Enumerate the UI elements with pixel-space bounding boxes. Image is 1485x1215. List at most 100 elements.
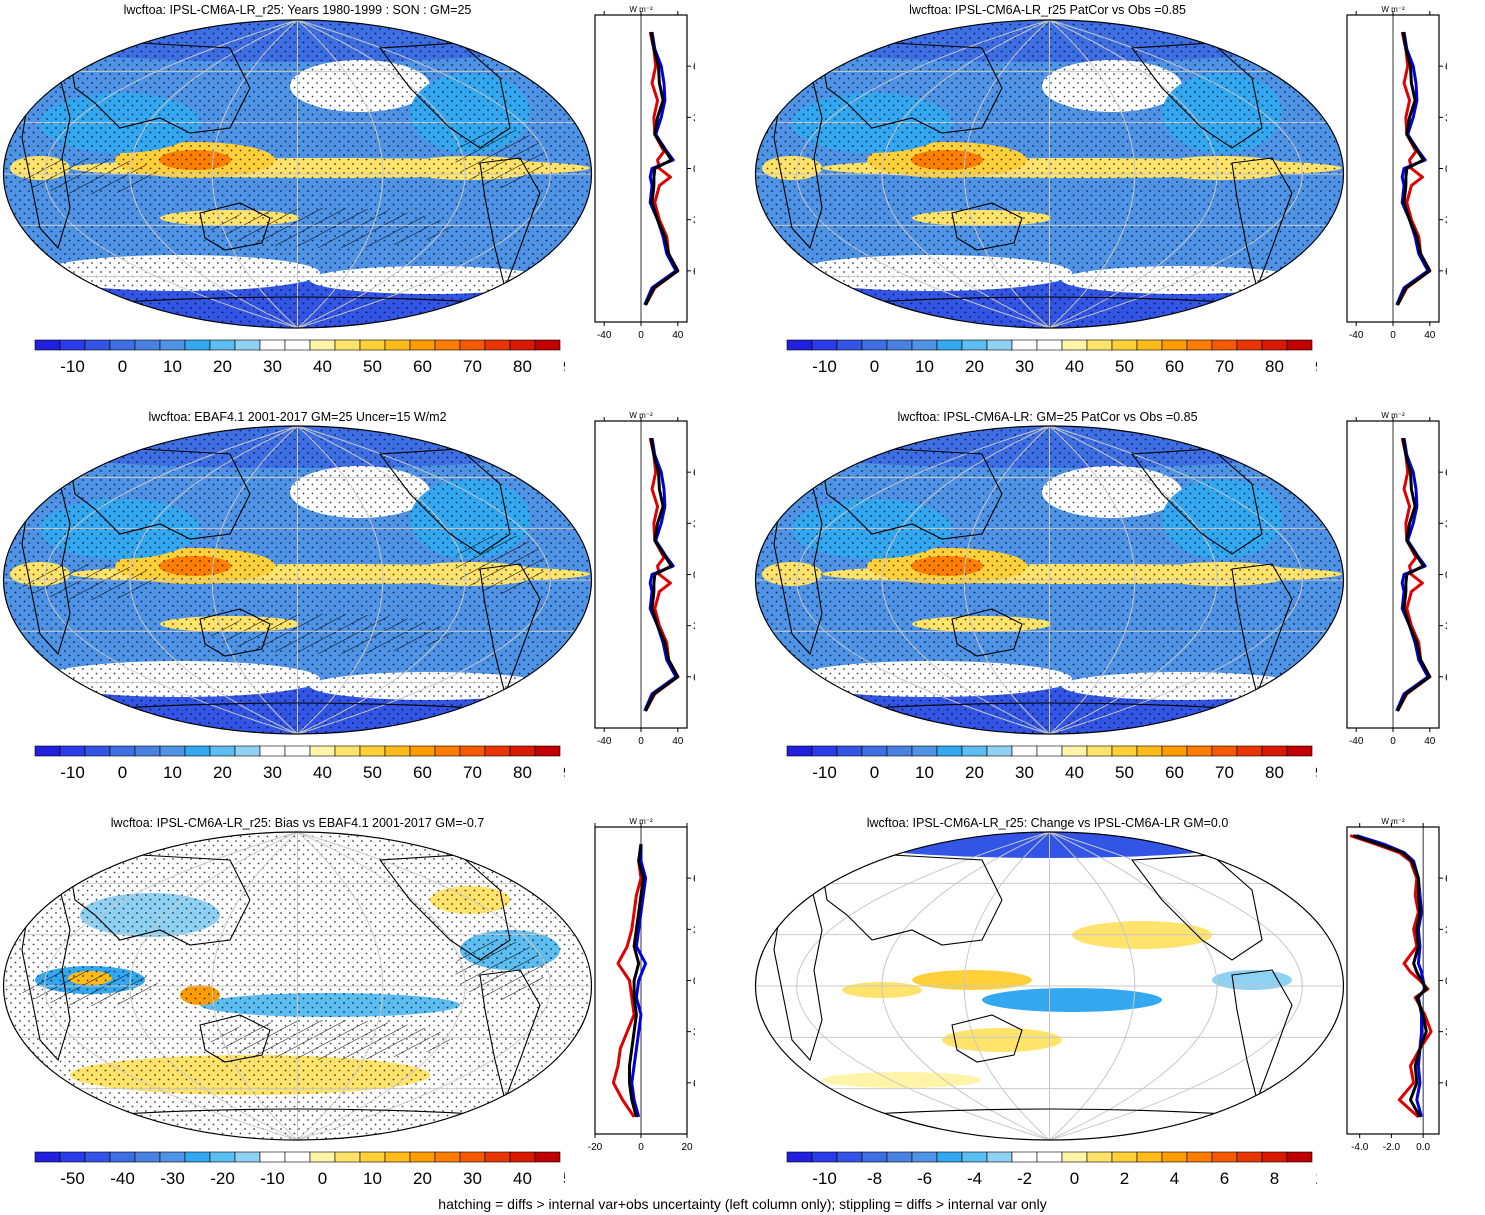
- profile-x-tick-label: -2.0: [1383, 1142, 1401, 1153]
- graticule-meridian: [297, 426, 384, 734]
- map-outline: [2, 831, 593, 1141]
- graticule-meridian: [44, 20, 298, 328]
- colorbar-tick-label: 10: [1315, 1169, 1317, 1188]
- colorbar-swatch: [484, 339, 511, 351]
- colorbar-swatch: [59, 1151, 86, 1163]
- profile-y-tick-label: 60N: [1445, 467, 1447, 479]
- colorbar-swatch: [1186, 339, 1213, 351]
- colorbar-swatch: [109, 339, 136, 351]
- coast-eurasia: [821, 448, 1003, 540]
- colorbar-swatch: [911, 745, 938, 757]
- colorbar-swatch: [384, 1151, 411, 1163]
- coast-australia: [199, 608, 271, 657]
- graticule: [755, 832, 1344, 1140]
- graticule-meridian: [1049, 426, 1136, 734]
- colorbar-swatch: [1186, 745, 1213, 757]
- colorbar-swatch: [911, 339, 938, 351]
- profile-y-tick-label: 30N: [693, 518, 695, 530]
- colorbar-swatch: [109, 1151, 136, 1163]
- graticule-meridian: [796, 20, 1050, 328]
- colorbar-swatch: [209, 745, 236, 757]
- colorbar-tick-label: 70: [1215, 357, 1234, 376]
- hatching-region: [210, 208, 450, 248]
- panel-5-zonal-profile: W m⁻² -20 0 20 60N 30N 0 30S 60S: [588, 817, 695, 1153]
- profile-units: W m⁻²: [1381, 817, 1405, 826]
- colorbar-swatch: [234, 1151, 261, 1163]
- hatching-region: [20, 970, 160, 1006]
- change-southern: [822, 1072, 982, 1088]
- colorbar-swatch: [1211, 1151, 1238, 1163]
- map-outline: [754, 425, 1345, 735]
- map-outline: [2, 19, 593, 329]
- colorbar-swatch: [459, 745, 486, 757]
- colorbar-swatch: [309, 339, 336, 351]
- panel-6-title: lwcftoa: IPSL-CM6A-LR_r25: Change vs IPS…: [866, 816, 1229, 830]
- profile-x-tick-label: 40: [672, 330, 684, 341]
- colorbar-tick-label: -10: [812, 763, 837, 782]
- graticule-meridian: [297, 426, 551, 734]
- colorbar-swatch: [59, 339, 86, 351]
- colorbar-swatch: [811, 339, 838, 351]
- colorbar-swatch: [84, 339, 111, 351]
- colorbar-swatch: [886, 1151, 913, 1163]
- colorbar-swatch: [836, 1151, 863, 1163]
- colorbar-swatch: [1036, 745, 1063, 757]
- coast-africa: [21, 77, 71, 250]
- colorbar-tick-label: 90: [563, 357, 565, 376]
- colorbar-swatch: [961, 339, 988, 351]
- colorbar-tick-label: 50: [1115, 357, 1134, 376]
- change-australia: [942, 1028, 1062, 1052]
- colorbar-tick-label: 60: [413, 357, 432, 376]
- graticule: [3, 20, 592, 328]
- panel-4-title: lwcftoa: IPSL-CM6A-LR: GM=25 PatCor vs O…: [897, 410, 1198, 424]
- graticule-meridian: [297, 20, 384, 328]
- colorbar-swatch: [34, 1151, 61, 1163]
- colorbar-swatch: [284, 745, 311, 757]
- colorbar-swatch: [109, 745, 136, 757]
- profile-y-tick-label: 60N: [1445, 61, 1447, 73]
- colorbar-swatch: [159, 339, 186, 351]
- colorbar-tick-label: 80: [513, 357, 532, 376]
- profile-line-black: [644, 31, 680, 306]
- colorbar-swatch: [1161, 745, 1188, 757]
- colorbar-swatch: [234, 339, 261, 351]
- colorbar-swatch: [459, 339, 486, 351]
- profile-y-tick-label: 30S: [693, 621, 695, 633]
- hatching-region: [455, 534, 545, 594]
- profile-y-tick-label: 0: [1445, 164, 1447, 176]
- profile-line-black: [628, 843, 645, 1118]
- colorbar-tick-label: 50: [363, 763, 382, 782]
- graticule: [3, 832, 592, 1140]
- colorbar-tick-label: 40: [313, 357, 332, 376]
- colorbar-swatch: [484, 1151, 511, 1163]
- colorbar-swatch: [1161, 339, 1188, 351]
- colorbar-tick-label: 50: [563, 1169, 565, 1188]
- panel-1-title: lwcftoa: IPSL-CM6A-LR_r25: Years 1980-19…: [123, 3, 472, 17]
- colorbar-swatch: [1011, 339, 1038, 351]
- panel-2-title: lwcftoa: IPSL-CM6A-LR_r25 PatCor vs Obs …: [909, 3, 1186, 17]
- colorbar-tick-label: -4: [967, 1169, 982, 1188]
- colorbar-tick-label: 70: [463, 357, 482, 376]
- coast-eurasia: [69, 42, 251, 134]
- profile-x-tick-label: 40: [672, 736, 684, 747]
- colorbar-swatch: [434, 1151, 461, 1163]
- colorbar-swatch: [434, 745, 461, 757]
- panel-2-zonal-profile: W m⁻² -40 0 40 60N 30N 0 30S 60S: [1346, 5, 1447, 341]
- colorbar-swatch: [1086, 1151, 1113, 1163]
- profile-line-black: [1352, 834, 1428, 1118]
- profile-units: W m⁻²: [629, 5, 653, 14]
- colorbar-swatch: [459, 1151, 486, 1163]
- colorbar-swatch: [509, 339, 536, 351]
- colorbar-tick-label: 30: [1015, 763, 1034, 782]
- graticule-meridian: [881, 832, 1050, 1140]
- graticule-meridian: [1049, 426, 1218, 734]
- graticule-meridian: [129, 832, 298, 1140]
- colorbar-swatch: [159, 745, 186, 757]
- profile-y-tick-label: 60N: [1445, 873, 1447, 885]
- colorbar-tick-label: 50: [363, 357, 382, 376]
- colorbar-swatch: [986, 1151, 1013, 1163]
- panel-3-title: lwcftoa: EBAF4.1 2001-2017 GM=25 Uncer=1…: [148, 410, 447, 424]
- hatching-region: [20, 564, 160, 600]
- graticule-meridian: [1049, 832, 1136, 1140]
- colorbar-swatch: [359, 745, 386, 757]
